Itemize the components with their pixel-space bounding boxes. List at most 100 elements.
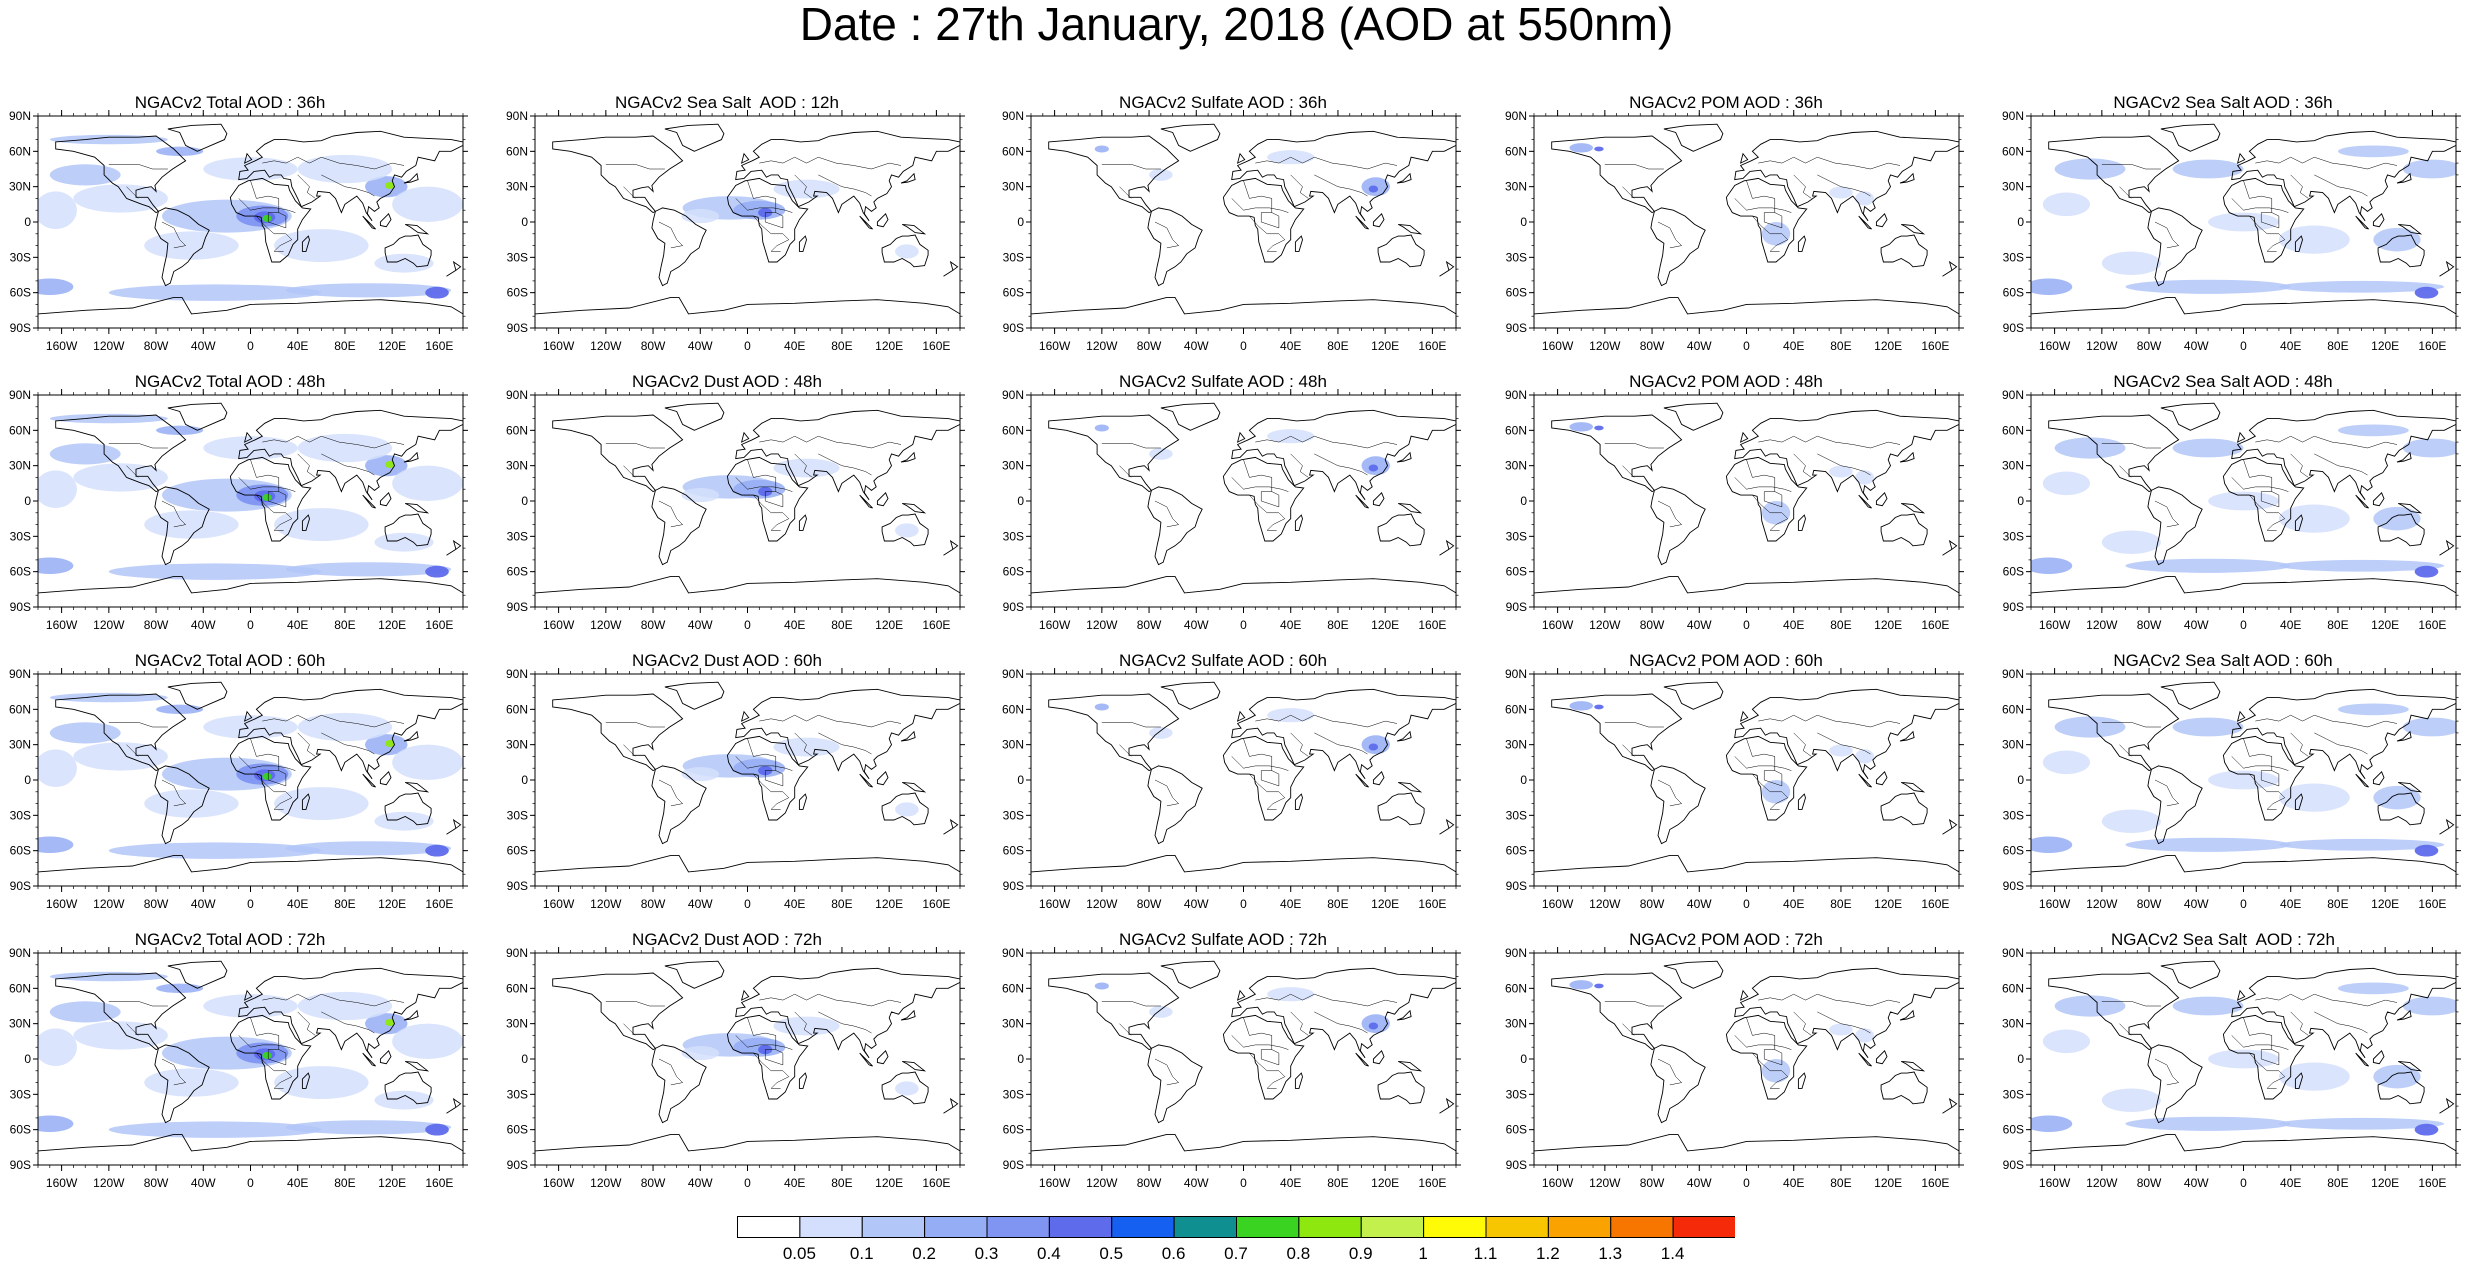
coastline [2031,1133,2456,1165]
lat-tick-label: 0 [1017,1052,1024,1066]
aod-plume [1594,146,1604,152]
coastline [881,234,929,268]
coastline [301,514,310,531]
aod-plume [2337,982,2409,995]
lon-tick-label: 160E [425,1176,453,1190]
lon-tick-label: 80W [1137,339,1162,353]
lon-tick-label: 80W [2137,897,2162,911]
country-border [1604,443,1664,449]
lat-tick-label: 90S [2003,600,2024,614]
lat-tick-label: 90N [2002,109,2024,123]
lon-tick-label: 0 [247,339,254,353]
coastline [1663,123,1724,152]
colorbar-label: 1 [1418,1244,1427,1261]
lon-tick-label: 40E [1783,1176,1804,1190]
coastline [1551,693,1683,772]
lon-tick-label: 40W [688,897,713,911]
coastline [1377,234,1425,268]
lat-tick-label: 30N [9,1017,31,1031]
lon-tick-label: 40E [784,897,805,911]
lat-tick-label: 60N [9,144,31,158]
coastline [1398,781,1423,793]
coastline [726,735,809,821]
aod-plume [1094,982,1109,990]
aod-plume [156,146,204,157]
lat-tick-label: 90S [2003,879,2024,893]
lon-tick-label: 120W [590,1176,622,1190]
country-border [1817,453,1871,476]
map-panel: NGACv2 Sulfate AOD : 72h 90N 60N 30N 0 30S 60S… [993,930,1461,1200]
lon-tick-label: 80W [1640,897,1665,911]
aod-plume [156,425,204,436]
coastline [2160,960,2221,989]
lon-tick-label: 0 [247,897,254,911]
coastline [943,260,959,277]
lon-tick-label: 120E [1371,1176,1399,1190]
coastline [664,960,725,989]
lat-tick-label: 30S [507,529,528,543]
colorbar-bin [1111,1216,1175,1238]
lon-tick-label: 0 [247,618,254,632]
coastline [2031,575,2456,607]
coastline [2377,792,2425,826]
lat-tick-label: 60S [507,286,528,300]
country-border [2101,722,2161,728]
aod-map: 90N 60N 30N 0 30S 60S 90S 160W 120W 80W 40W 0 40E 80E… [1505,388,1964,632]
country-border [2243,738,2280,787]
aod-plume [274,1066,369,1100]
country-border [1243,738,1280,787]
lat-tick-label: 0 [1017,494,1024,508]
lat-tick-label: 0 [1520,1052,1527,1066]
lon-tick-label: 120E [2371,897,2399,911]
coastline [1372,1050,1385,1065]
coastline [154,486,210,566]
lat-tick-label: 90N [1002,109,1024,123]
lon-tick-label: 160E [2418,339,2446,353]
aod-map: 90N 60N 30N 0 30S 60S 90S 160W 120W 80W 40W 0 40E 80E… [1002,109,1461,353]
coastline [154,207,210,287]
lon-tick-label: 80E [831,339,852,353]
aod-plume [1094,145,1109,153]
aod-map: 90N 60N 30N 0 30S 60S 90S 160W 120W 80W 40W 0 40E 80E… [506,109,965,353]
coastline [1739,431,1749,443]
lon-tick-label: 0 [744,1176,751,1190]
map-background [535,953,960,1165]
lat-tick-label: 90S [1003,321,1024,335]
aod-plume [2278,559,2445,572]
lon-tick-label: 40E [2280,897,2301,911]
coastline [1858,494,1872,509]
country-border [623,465,636,478]
coastline [1398,502,1423,514]
lat-tick-label: 0 [1017,215,1024,229]
aod-plume [2414,565,2439,578]
aod-plume [2172,717,2244,737]
aod-plume [144,231,239,260]
coastline [1222,1014,1305,1100]
country-border [1622,465,1635,478]
country-border [605,722,665,728]
coastline [1725,177,1808,263]
aod-plume [38,191,77,230]
lon-tick-label: 40E [287,618,308,632]
lat-tick-label: 30N [2002,180,2024,194]
lon-tick-label: 0 [1240,897,1247,911]
country-border [2119,744,2132,757]
country-border [2249,215,2286,252]
lon-tick-label: 80W [641,618,666,632]
lon-tick-label: 160W [1039,339,1071,353]
coastline [798,235,807,252]
coastline [2398,1060,2423,1072]
country-border [1746,738,1783,787]
colorbar: 0.05 0.1 0.2 0.3 0.4 0.5 0.6 0.7 0.8 0.9 1 1.1 1.2 1.… [737,1216,1736,1263]
country-border [1604,164,1664,170]
country-border [759,714,902,728]
aod-plume [1368,1022,1379,1030]
country-border [794,453,813,478]
aod-plume [2373,1064,2421,1089]
lon-tick-label: 160W [46,897,78,911]
coastline [1294,514,1303,531]
lat-tick-label: 30S [2003,250,2024,264]
country-border [108,722,168,728]
lat-tick-label: 60N [1505,144,1527,158]
coastline [1160,681,1221,710]
